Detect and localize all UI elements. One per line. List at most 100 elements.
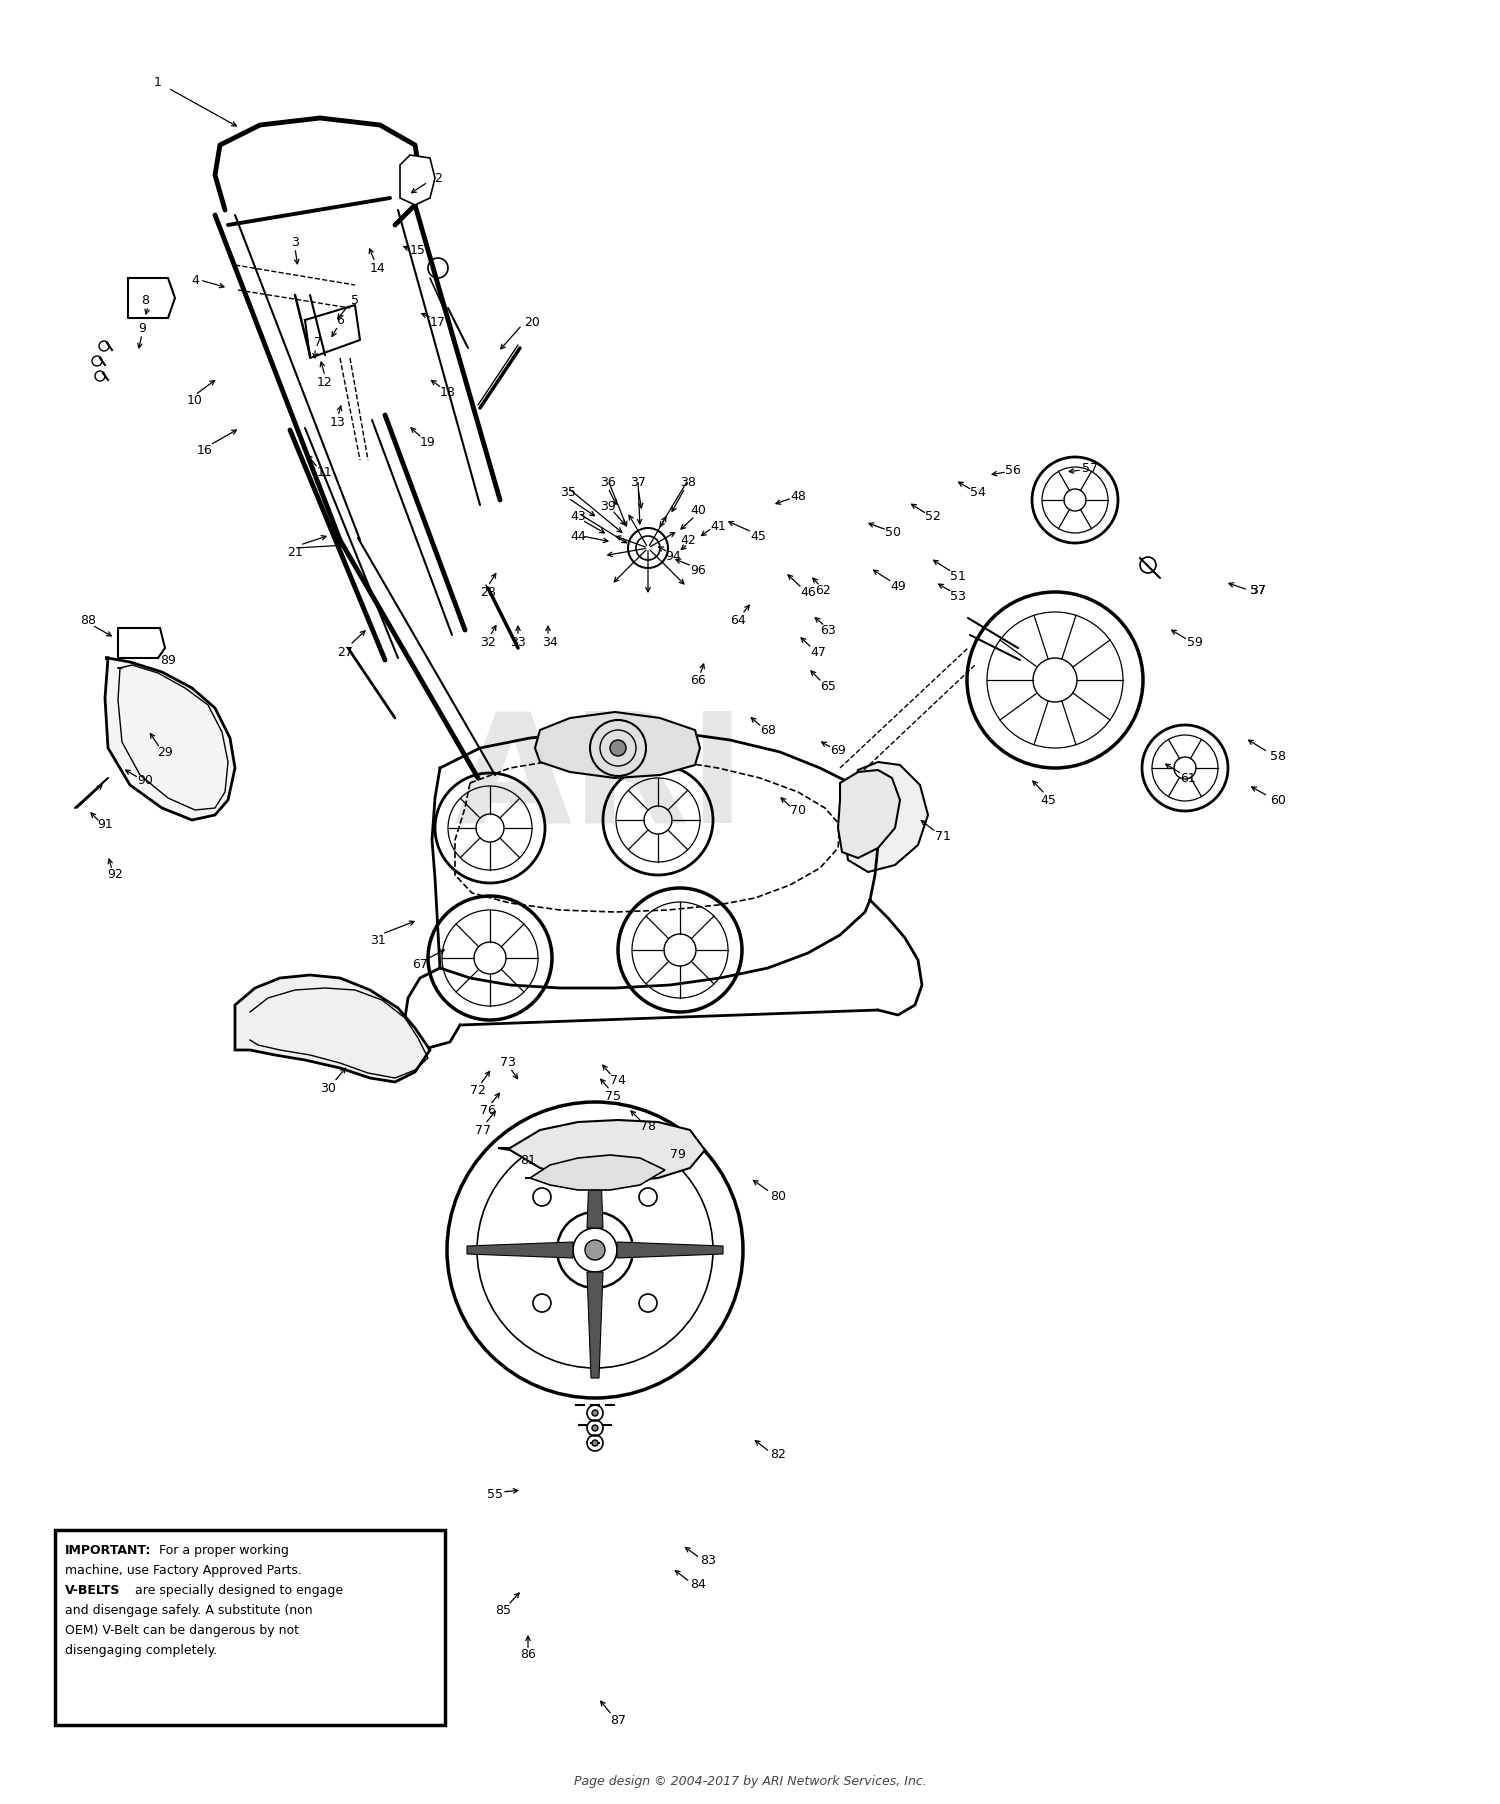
Text: 13: 13 [330,415,346,429]
Text: 70: 70 [790,803,806,817]
Text: 7: 7 [314,336,322,348]
Polygon shape [844,761,928,871]
Text: Page design © 2004-2017 by ARI Network Services, Inc.: Page design © 2004-2017 by ARI Network S… [573,1775,927,1788]
Circle shape [592,1411,598,1416]
Text: 86: 86 [520,1649,536,1661]
Text: 33: 33 [510,635,526,648]
Text: 72: 72 [470,1084,486,1097]
Text: 1: 1 [154,76,162,90]
Text: 89: 89 [160,653,176,666]
Text: 79: 79 [670,1149,686,1162]
Text: 96: 96 [690,563,706,577]
Text: 30: 30 [320,1082,336,1095]
Text: 29: 29 [158,745,172,758]
Text: are specially designed to engage: are specially designed to engage [130,1584,344,1597]
Text: 57: 57 [1250,583,1266,597]
Text: 16: 16 [196,444,213,456]
Text: 47: 47 [810,646,826,658]
Text: 17: 17 [430,316,445,328]
Text: 59: 59 [1186,635,1203,648]
Text: ARI: ARI [453,705,747,855]
Text: 42: 42 [680,534,696,547]
Text: 84: 84 [690,1578,706,1591]
Text: 69: 69 [830,743,846,756]
Text: 87: 87 [610,1714,626,1726]
Text: 58: 58 [1270,749,1286,763]
Text: 46: 46 [800,586,816,599]
Text: 81: 81 [520,1153,536,1167]
Text: 41: 41 [710,520,726,532]
Text: 48: 48 [790,489,806,503]
Text: 9: 9 [138,321,146,334]
Text: 85: 85 [495,1604,512,1616]
Text: 28: 28 [480,586,496,599]
Text: 10: 10 [188,393,202,406]
Text: V-BELTS: V-BELTS [64,1584,120,1597]
Text: 15: 15 [410,244,426,256]
Text: 90: 90 [136,774,153,787]
Text: For a proper working: For a proper working [154,1544,290,1557]
Polygon shape [466,1241,573,1257]
Text: 67: 67 [413,958,428,972]
Text: 44: 44 [570,530,586,543]
Polygon shape [536,713,700,778]
Text: 65: 65 [821,680,836,693]
Circle shape [592,1440,598,1447]
Text: 60: 60 [1270,794,1286,806]
Polygon shape [586,1122,603,1229]
Text: 78: 78 [640,1120,656,1133]
Circle shape [610,740,626,756]
Text: 80: 80 [770,1189,786,1203]
Text: 54: 54 [970,485,986,498]
Text: 74: 74 [610,1073,626,1086]
Text: 37: 37 [630,476,646,489]
Text: 76: 76 [480,1104,496,1117]
Text: 32: 32 [480,635,496,648]
Text: 73: 73 [500,1055,516,1068]
Text: 71: 71 [934,830,951,842]
Text: 53: 53 [950,590,966,603]
Text: 39: 39 [600,500,616,512]
Text: 50: 50 [885,525,902,539]
Text: 88: 88 [80,615,96,628]
Text: 12: 12 [316,375,333,388]
Text: 27: 27 [338,646,352,658]
Text: 35: 35 [560,485,576,498]
Text: 82: 82 [770,1449,786,1461]
Circle shape [592,1425,598,1431]
Text: 63: 63 [821,624,836,637]
Text: 55: 55 [488,1488,502,1501]
Text: 36: 36 [600,476,616,489]
Text: 18: 18 [440,386,456,399]
Text: 4: 4 [190,274,200,287]
Text: 57: 57 [1082,462,1098,474]
Text: 2: 2 [433,171,442,184]
Polygon shape [400,155,435,206]
Text: and disengage safely. A substitute (non: and disengage safely. A substitute (non [64,1604,312,1616]
Polygon shape [586,1272,603,1378]
Polygon shape [839,770,900,859]
Text: 37: 37 [1250,583,1266,597]
Text: machine, use Factory Approved Parts.: machine, use Factory Approved Parts. [64,1564,302,1577]
Text: 56: 56 [1005,464,1022,478]
Text: OEM) V-Belt can be dangerous by not: OEM) V-Belt can be dangerous by not [64,1624,298,1636]
Text: 8: 8 [141,294,148,307]
Text: 45: 45 [1040,794,1056,806]
Circle shape [639,1189,657,1205]
Text: 6: 6 [336,314,344,327]
Text: 68: 68 [760,723,776,736]
Text: 21: 21 [286,545,303,559]
Text: 61: 61 [1180,772,1196,785]
Text: 19: 19 [420,435,436,449]
Polygon shape [498,1120,705,1182]
Text: 52: 52 [926,509,940,523]
Text: 91: 91 [98,819,112,832]
Text: 40: 40 [690,503,706,516]
Text: 94: 94 [664,550,681,563]
Text: 34: 34 [542,635,558,648]
Text: 20: 20 [524,316,540,328]
Text: 77: 77 [476,1124,490,1137]
Polygon shape [118,628,165,658]
Bar [56,1530,446,1725]
Text: 49: 49 [890,579,906,592]
